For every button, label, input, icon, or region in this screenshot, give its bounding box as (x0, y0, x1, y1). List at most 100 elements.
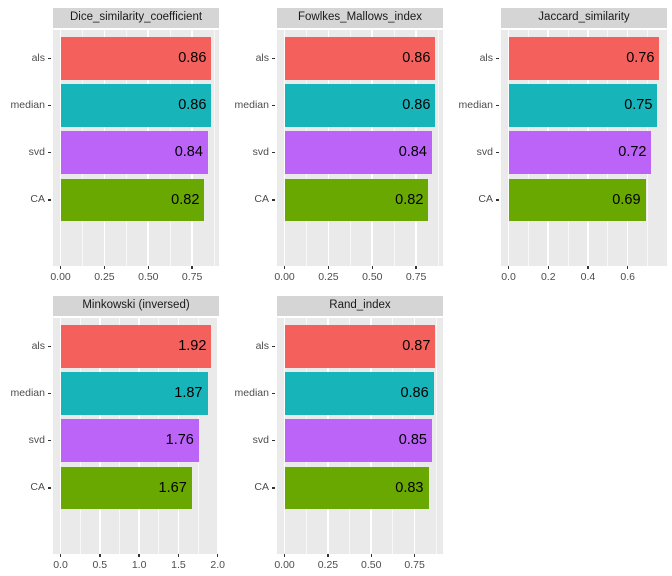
y-tick-mark (48, 487, 51, 489)
panel-title-strip: Minkowski (inversed) (53, 296, 219, 316)
bar-value-label: 0.86 (400, 385, 429, 402)
y-axis-label-svd: svd (28, 146, 45, 159)
x-tick-label: 0.0 (501, 271, 516, 283)
y-tick-mark (48, 345, 51, 348)
y-tick-mark (272, 199, 275, 201)
panel-title: Rand_index (329, 299, 391, 312)
x-tick-label: 1.0 (131, 559, 147, 571)
bar-als: 1.92 (60, 325, 212, 368)
y-tick-mark (272, 57, 275, 60)
y-axis-label-svd: svd (476, 146, 493, 159)
panel-title-strip: Fowlkes_Mallows_index (277, 8, 443, 28)
x-tick-mark (370, 554, 373, 557)
chart-cell-4: Rand_index 0.87 0.86 0.85 0.83 als median svd CA… (224, 288, 448, 576)
plot-panel: 1.92 1.87 1.76 1.67 (53, 318, 219, 554)
y-tick-mark (48, 439, 51, 442)
y-tick-mark (496, 151, 499, 154)
y-axis-label-CA: CA (30, 193, 45, 206)
x-tick-mark (216, 554, 219, 557)
plot-panel: 0.86 0.86 0.84 0.82 (53, 30, 219, 266)
panel-title: Dice_similarity_coefficient (69, 11, 203, 24)
x-tick-label: 0.75 (181, 271, 203, 283)
bar-value-label: 1.67 (158, 479, 187, 496)
x-tick-mark (327, 266, 330, 269)
bar-median: 0.75 (508, 84, 658, 127)
chart-cell-2: Jaccard_similarity 0.76 0.75 0.72 0.69 als med… (448, 0, 672, 288)
y-axis-label-CA: CA (478, 193, 493, 206)
bar-value-label: 0.86 (402, 97, 431, 114)
y-tick-mark (496, 57, 499, 60)
chart-cell-0: Dice_similarity_coefficient 0.86 0.86 0.84 0… (0, 0, 224, 288)
bar-als: 0.86 (60, 37, 212, 80)
y-tick-mark (272, 439, 275, 442)
x-tick-mark (415, 266, 417, 269)
bar-value-label: 0.82 (171, 191, 200, 208)
y-tick-mark (48, 57, 51, 60)
grid-minor-line (437, 30, 439, 266)
y-axis-label-svd: svd (252, 434, 269, 447)
y-axis-label-als: als (31, 339, 45, 352)
x-tick-label: 0.00 (50, 271, 71, 283)
y-axis-label-svd: svd (252, 146, 269, 159)
x-tick-mark (138, 554, 140, 557)
x-tick-label: 0.25 (318, 271, 339, 283)
x-tick-label: 0.4 (580, 271, 596, 283)
bar-svd: 0.84 (60, 131, 208, 174)
x-tick-label: 0.75 (405, 271, 427, 283)
x-tick-label: 0.5 (92, 559, 108, 571)
x-tick-mark (413, 554, 416, 557)
bar-value-label: 0.84 (398, 144, 427, 161)
bar-CA: 0.69 (508, 178, 646, 222)
x-tick-label: 0.00 (274, 559, 295, 571)
x-tick-label: 0.2 (540, 271, 556, 283)
bar-CA: 0.83 (284, 466, 429, 510)
x-tick-mark (283, 554, 286, 557)
y-tick-mark (48, 392, 51, 395)
bar-value-label: 0.86 (402, 50, 431, 67)
y-tick-mark (272, 487, 275, 489)
x-tick-mark (147, 266, 150, 269)
panel-title: Minkowski (inversed) (82, 299, 190, 312)
x-tick-label: 0.50 (362, 271, 383, 283)
bar-value-label: 1.76 (165, 432, 194, 449)
bar-svd: 0.84 (284, 131, 432, 174)
x-tick-mark (59, 554, 62, 557)
plot-panel: 0.86 0.86 0.84 0.82 (277, 30, 443, 266)
y-axis-label-CA: CA (254, 193, 269, 206)
chart-cell-1: Fowlkes_Mallows_index 0.86 0.86 0.84 0.82 als… (224, 0, 448, 288)
panel-title-strip: Jaccard_similarity (501, 8, 667, 28)
y-axis-label-als: als (31, 51, 45, 64)
y-tick-mark (272, 151, 275, 154)
x-tick-mark (547, 266, 549, 269)
y-tick-mark (272, 104, 275, 107)
y-tick-mark (272, 345, 275, 348)
y-axis-label-median: median (10, 387, 45, 400)
bar-value-label: 1.87 (174, 385, 203, 402)
x-tick-mark (103, 266, 106, 269)
bar-CA: 1.67 (60, 466, 192, 510)
bar-median: 1.87 (60, 372, 208, 415)
x-tick-mark (283, 266, 286, 269)
x-tick-mark (507, 266, 510, 269)
bar-median: 0.86 (60, 84, 212, 127)
bar-CA: 0.82 (284, 178, 429, 222)
y-axis-label-median: median (458, 99, 493, 112)
bar-als: 0.87 (284, 325, 436, 368)
grid-minor-line (213, 30, 215, 266)
x-tick-mark (191, 266, 193, 269)
x-tick-mark (177, 554, 180, 557)
bar-median: 0.86 (284, 84, 436, 127)
bar-value-label: 1.92 (178, 338, 207, 355)
y-axis-label-CA: CA (254, 481, 269, 494)
bar-value-label: 0.76 (626, 50, 655, 67)
grid-major-line (216, 318, 219, 554)
x-tick-label: 0.25 (317, 559, 339, 571)
bar-CA: 0.82 (60, 178, 205, 222)
bar-value-label: 0.84 (174, 144, 203, 161)
panel-title-strip: Rand_index (277, 296, 443, 316)
y-axis-label-als: als (479, 51, 493, 64)
x-tick-label: 0.6 (620, 271, 635, 283)
x-tick-label: 1.5 (171, 559, 186, 571)
y-tick-mark (272, 392, 275, 395)
